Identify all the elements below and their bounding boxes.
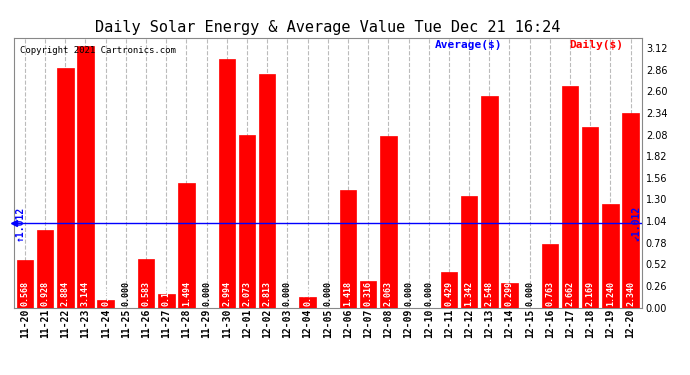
- Bar: [360, 281, 377, 308]
- Bar: [77, 46, 94, 308]
- Text: 0.000: 0.000: [424, 281, 433, 306]
- Text: 0.299: 0.299: [505, 281, 514, 306]
- Bar: [582, 127, 598, 308]
- Text: 0.429: 0.429: [444, 281, 453, 306]
- Text: 2.813: 2.813: [263, 281, 272, 306]
- Bar: [380, 136, 397, 308]
- Bar: [339, 190, 356, 308]
- Text: Average($): Average($): [435, 40, 502, 50]
- Text: Copyright 2021 Cartronics.com: Copyright 2021 Cartronics.com: [20, 46, 176, 55]
- Text: 1.240: 1.240: [606, 281, 615, 306]
- Text: 0.163: 0.163: [161, 281, 170, 306]
- Text: 2.548: 2.548: [485, 281, 494, 306]
- Text: 0.928: 0.928: [41, 281, 50, 306]
- Text: 2.884: 2.884: [61, 281, 70, 306]
- Text: 0.092: 0.092: [101, 281, 110, 306]
- Title: Daily Solar Energy & Average Value Tue Dec 21 16:24: Daily Solar Energy & Average Value Tue D…: [95, 20, 560, 35]
- Text: 0.316: 0.316: [364, 281, 373, 306]
- Bar: [158, 294, 175, 307]
- Text: 1.494: 1.494: [182, 281, 191, 306]
- Bar: [461, 196, 477, 308]
- Bar: [562, 86, 578, 308]
- Text: 0.000: 0.000: [404, 281, 413, 306]
- Bar: [501, 283, 518, 308]
- Text: 2.662: 2.662: [566, 281, 575, 306]
- Text: 1.418: 1.418: [344, 281, 353, 306]
- Bar: [441, 272, 457, 308]
- Bar: [178, 183, 195, 308]
- Text: 0.763: 0.763: [545, 281, 554, 306]
- Bar: [57, 68, 74, 308]
- Bar: [299, 297, 316, 307]
- Bar: [481, 96, 497, 308]
- Text: 0.000: 0.000: [202, 281, 211, 306]
- Text: 2.994: 2.994: [222, 281, 231, 306]
- Text: Daily($): Daily($): [569, 40, 624, 50]
- Text: 3.144: 3.144: [81, 281, 90, 306]
- Text: 0.000: 0.000: [525, 281, 534, 306]
- Text: ↑1.012: ↑1.012: [14, 206, 24, 241]
- Bar: [259, 74, 275, 308]
- Text: 0.568: 0.568: [21, 281, 30, 306]
- Text: 2.340: 2.340: [626, 281, 635, 306]
- Bar: [97, 300, 114, 307]
- Bar: [138, 259, 155, 308]
- Text: 0.132: 0.132: [303, 281, 312, 306]
- Text: 2.063: 2.063: [384, 281, 393, 306]
- Bar: [602, 204, 619, 308]
- Bar: [239, 135, 255, 308]
- Text: 0.000: 0.000: [121, 281, 130, 306]
- Text: 2.073: 2.073: [242, 281, 251, 306]
- Bar: [542, 244, 558, 308]
- Text: 0.000: 0.000: [283, 281, 292, 306]
- Bar: [37, 230, 53, 308]
- Text: ↙1.012: ↙1.012: [631, 206, 641, 241]
- Bar: [622, 113, 639, 308]
- Text: 1.342: 1.342: [464, 281, 473, 306]
- Text: 2.169: 2.169: [586, 281, 595, 306]
- Bar: [17, 260, 33, 308]
- Text: 0.000: 0.000: [323, 281, 333, 306]
- Text: 0.583: 0.583: [141, 281, 150, 306]
- Bar: [219, 59, 235, 308]
